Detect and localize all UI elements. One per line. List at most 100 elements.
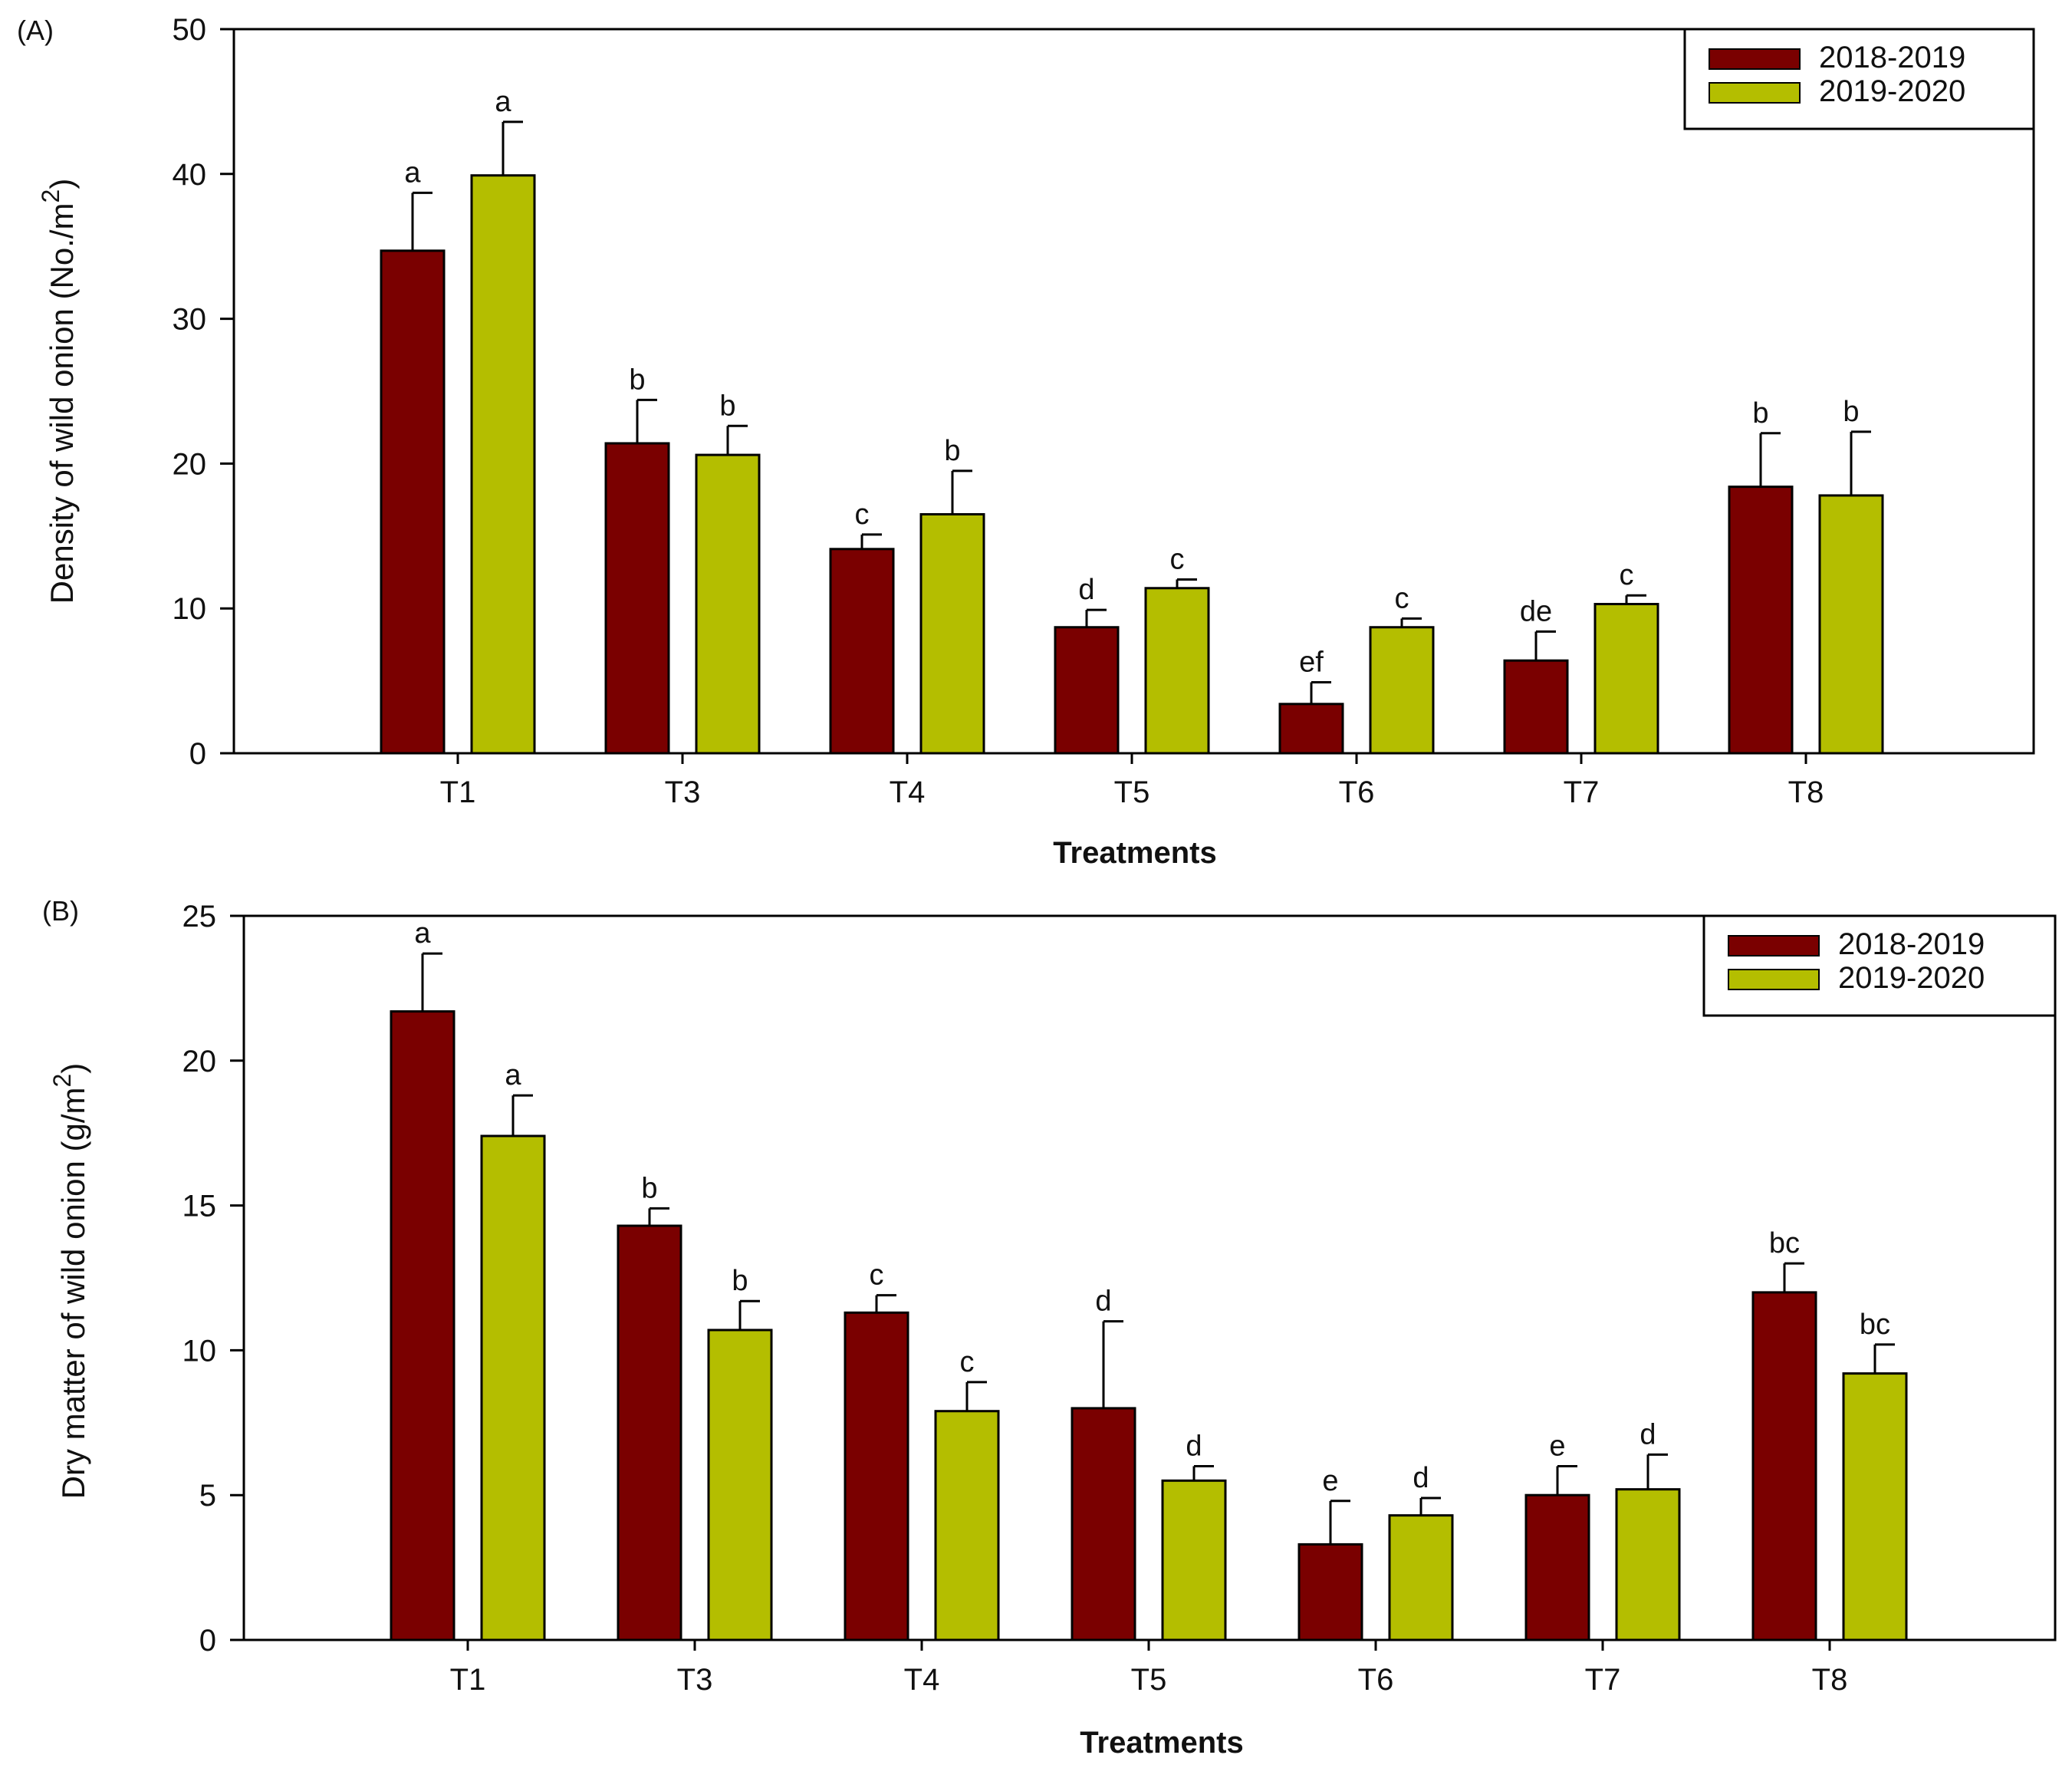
bar-2019-2020-t7 xyxy=(1615,1488,1681,1641)
bar-2019-2020-t8 xyxy=(1818,494,1884,755)
y-tick-label: 30 xyxy=(173,303,207,337)
bar-2019-2020-t8 xyxy=(1842,1372,1908,1641)
chart-panel-a: (A) 0 10 20 30 40 50 Density of wild onion (No.… xyxy=(17,13,2035,870)
significance-letter: b xyxy=(719,390,735,422)
x-tick-label-t1: T1 xyxy=(450,1663,486,1697)
legend-label: 2018-2019 xyxy=(1819,41,1965,74)
bar-2018-2019-t4 xyxy=(829,548,895,755)
significance-letter: d xyxy=(1413,1462,1429,1494)
bar-2018-2019-t4 xyxy=(844,1311,909,1641)
legend-box xyxy=(1702,914,2057,1017)
significance-letter: c xyxy=(870,1259,884,1292)
legend-swatch xyxy=(1709,82,1801,104)
y-axis-label-superscript: 2 xyxy=(37,189,64,203)
significance-letter: a xyxy=(495,86,511,118)
x-axis-label: Treatments xyxy=(1080,1726,1243,1760)
legend-label: 2019-2020 xyxy=(1819,74,1965,108)
significance-letter: b xyxy=(629,364,645,396)
significance-letter: e xyxy=(1322,1465,1338,1497)
significance-letter: ef xyxy=(1299,646,1324,678)
y-axis-label-main: Dry matter of wild onion (g/m xyxy=(55,1087,91,1499)
y-axis-label: Density of wild onion (No./m2) xyxy=(37,179,80,604)
x-tick-label-t8: T8 xyxy=(1788,775,1824,809)
y-axis-label: Dry matter of wild onion (g/m2) xyxy=(48,1063,91,1500)
significance-letter: c xyxy=(1170,543,1185,575)
bar-2018-2019-t6 xyxy=(1278,703,1344,755)
significance-letter: e xyxy=(1549,1430,1565,1462)
significance-letter: b xyxy=(944,435,960,467)
significance-letter: d xyxy=(1078,574,1094,606)
significance-letter: c xyxy=(960,1346,975,1378)
panel-label: (B) xyxy=(42,895,79,927)
bar-2019-2020-t5 xyxy=(1144,587,1210,755)
x-tick-label-t7: T7 xyxy=(1585,1663,1621,1697)
y-tick-label: 20 xyxy=(173,447,207,481)
significance-letter: d xyxy=(1186,1430,1202,1462)
bar-2019-2020-t6 xyxy=(1388,1514,1454,1641)
y-axis-label-superscript: 2 xyxy=(48,1074,76,1088)
bar-2018-2019-t7 xyxy=(1503,659,1569,755)
y-tick-label: 40 xyxy=(173,158,207,192)
y-axis-label-main: Density of wild onion (No./m xyxy=(44,202,80,604)
bar-2018-2019-t1 xyxy=(380,249,446,755)
bar-2018-2019-t8 xyxy=(1751,1291,1817,1641)
x-tick-label-t5: T5 xyxy=(1131,1663,1167,1697)
y-axis-label-tail: ) xyxy=(55,1063,91,1074)
x-tick-label-t8: T8 xyxy=(1812,1663,1848,1697)
bar-2018-2019-t5 xyxy=(1054,626,1120,755)
legend-swatch xyxy=(1728,935,1820,956)
panel-label: (A) xyxy=(17,15,54,46)
y-tick-label: 10 xyxy=(173,592,207,626)
bar-2019-2020-t6 xyxy=(1369,626,1435,755)
bar-2018-2019-t5 xyxy=(1071,1407,1136,1641)
bar-2019-2020-t7 xyxy=(1593,603,1659,755)
significance-letter: b xyxy=(641,1172,657,1204)
legend-box xyxy=(1683,28,2035,130)
significance-letter: bc xyxy=(1860,1309,1890,1341)
significance-letter: a xyxy=(404,156,421,189)
x-tick-label-t4: T4 xyxy=(890,775,926,809)
plot-frame xyxy=(232,28,2035,755)
significance-letter: d xyxy=(1095,1286,1111,1318)
legend-swatch xyxy=(1728,969,1820,990)
x-tick-label-t4: T4 xyxy=(904,1663,940,1697)
bar-2019-2020-t1 xyxy=(470,174,536,755)
significance-letter: d xyxy=(1640,1418,1656,1450)
x-tick-label-t6: T6 xyxy=(1358,1663,1394,1697)
x-tick-label-t7: T7 xyxy=(1564,775,1600,809)
y-tick-label: 15 xyxy=(183,1190,217,1223)
significance-letter: c xyxy=(1620,559,1634,591)
bar-2018-2019-t6 xyxy=(1297,1543,1363,1641)
x-tick-label-t3: T3 xyxy=(665,775,701,809)
bar-2019-2020-t1 xyxy=(480,1134,546,1641)
significance-letter: b xyxy=(732,1265,748,1297)
plot-frame xyxy=(242,914,2057,1641)
x-tick-label-t5: T5 xyxy=(1114,775,1150,809)
x-axis-label: Treatments xyxy=(1053,836,1216,870)
significance-letter: de xyxy=(1520,595,1552,627)
bar-2019-2020-t4 xyxy=(934,1410,1000,1641)
bar-2018-2019-t7 xyxy=(1524,1493,1590,1641)
significance-letter: c xyxy=(1395,582,1409,614)
y-tick-label: 50 xyxy=(173,13,207,47)
x-tick-label-t6: T6 xyxy=(1339,775,1375,809)
chart-panel-b: (B) 0 5 10 15 20 25 Dry matter of wild onion (g… xyxy=(42,895,2057,1760)
significance-letter: c xyxy=(855,499,870,531)
y-tick-label: 20 xyxy=(183,1045,217,1078)
y-tick-label: 10 xyxy=(183,1334,217,1368)
x-tick-label-t3: T3 xyxy=(677,1663,713,1697)
y-tick-label: 0 xyxy=(199,1624,216,1658)
significance-letter: bc xyxy=(1769,1227,1800,1259)
significance-letter: b xyxy=(1752,397,1768,430)
bar-2018-2019-t3 xyxy=(617,1224,682,1641)
bar-2019-2020-t3 xyxy=(707,1329,773,1641)
bar-2019-2020-t4 xyxy=(919,512,985,755)
bar-2018-2019-t8 xyxy=(1728,486,1794,755)
bar-2018-2019-t1 xyxy=(390,1010,456,1641)
significance-letter: a xyxy=(414,917,431,950)
y-tick-label: 25 xyxy=(183,900,217,933)
bar-2018-2019-t3 xyxy=(604,442,670,755)
